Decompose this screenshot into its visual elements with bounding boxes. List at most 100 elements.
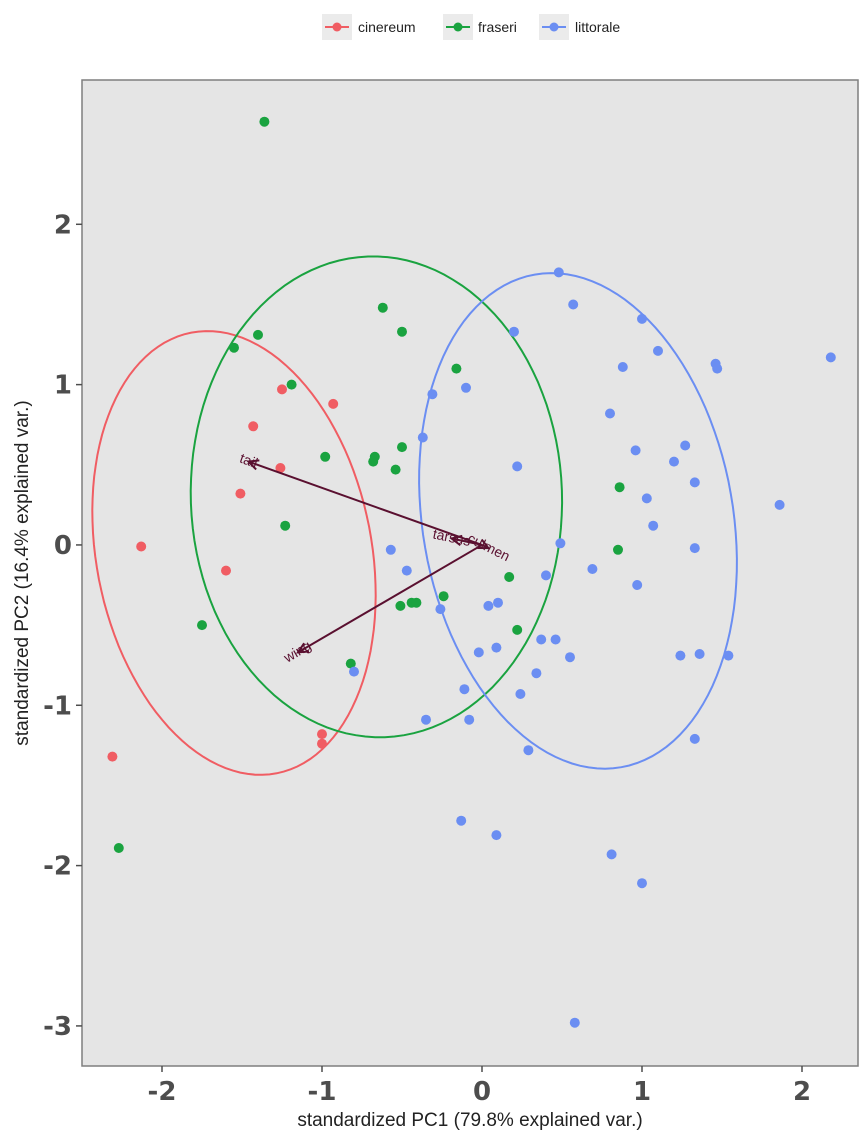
point-littorale xyxy=(568,299,579,310)
y-axis: -3 -2 -1 0 1 2 xyxy=(43,210,82,1042)
point-fraseri xyxy=(259,116,270,127)
point-littorale xyxy=(417,432,428,443)
y-tick-label: -3 xyxy=(43,1012,72,1042)
point-cinereum xyxy=(317,738,327,749)
point-littorale xyxy=(630,445,641,456)
point-cinereum xyxy=(248,421,259,432)
point-cinereum xyxy=(221,565,231,576)
point-littorale xyxy=(553,267,564,278)
loading-label-tarsus: tarsus xyxy=(432,526,473,550)
loading-arrow-tail xyxy=(248,460,483,546)
point-littorale xyxy=(723,650,734,661)
point-fraseri xyxy=(397,326,407,337)
point-fraseri xyxy=(397,442,407,453)
loading-arrow-tarsus xyxy=(451,537,483,546)
x-axis-title: standardized PC1 (79.8% explained var.) xyxy=(297,1110,642,1131)
point-littorale xyxy=(401,565,412,576)
point-fraseri xyxy=(377,302,388,313)
point-littorale xyxy=(456,815,467,826)
point-littorale xyxy=(550,634,561,645)
y-tick-label: -1 xyxy=(43,691,72,721)
point-littorale xyxy=(680,440,691,451)
point-littorale xyxy=(555,538,566,549)
y-tick-label: 2 xyxy=(54,210,72,240)
point-littorale xyxy=(523,745,534,756)
point-littorale xyxy=(569,1017,580,1028)
point-littorale xyxy=(461,382,471,393)
point-littorale xyxy=(689,477,700,488)
x-axis: -2 -1 0 1 2 xyxy=(148,1066,811,1107)
loading-arrowhead-culmen xyxy=(477,538,491,550)
point-littorale xyxy=(491,642,502,653)
x-tick-label: -1 xyxy=(308,1077,337,1107)
point-littorale xyxy=(637,878,647,889)
point-littorale xyxy=(606,849,617,860)
point-fraseri xyxy=(286,379,297,390)
loading-arrowhead-tarsus xyxy=(449,534,463,547)
point-littorale xyxy=(694,649,705,659)
point-fraseri xyxy=(512,624,523,635)
point-littorale xyxy=(435,604,446,615)
point-fraseri xyxy=(614,482,625,493)
point-fraseri xyxy=(395,600,406,611)
point-littorale xyxy=(632,580,643,590)
point-littorale xyxy=(587,564,598,574)
point-littorale xyxy=(531,668,542,679)
point-littorale xyxy=(689,543,700,554)
loading-arrow-wing xyxy=(297,544,483,654)
point-cinereum xyxy=(136,541,147,552)
point-littorale xyxy=(669,456,679,467)
point-littorale xyxy=(774,499,785,510)
y-tick-label: -2 xyxy=(43,852,72,882)
point-littorale xyxy=(427,389,438,400)
point-littorale xyxy=(536,634,547,645)
point-fraseri xyxy=(253,329,263,340)
point-fraseri xyxy=(113,843,124,853)
loading-label-tail: tail xyxy=(238,450,260,471)
point-littorale xyxy=(617,362,628,372)
y-axis-title: standardized PC2 (16.4% explained var.) xyxy=(12,400,33,745)
point-fraseri xyxy=(345,658,356,669)
point-littorale xyxy=(648,520,659,531)
point-fraseri xyxy=(280,520,291,531)
point-fraseri xyxy=(613,544,623,555)
ellipse-fraseri xyxy=(189,255,564,739)
point-littorale xyxy=(653,345,663,356)
point-cinereum xyxy=(275,463,286,473)
point-littorale xyxy=(675,650,686,661)
x-tick-label: 0 xyxy=(473,1077,491,1107)
legend-label-littorale: littorale xyxy=(575,19,620,35)
point-littorale xyxy=(459,684,470,695)
point-littorale xyxy=(605,408,615,419)
point-littorale xyxy=(509,326,519,337)
point-cinereum xyxy=(235,488,246,499)
point-cinereum xyxy=(328,398,339,409)
legend-label-cinereum: cinereum xyxy=(358,19,416,35)
point-fraseri xyxy=(320,451,331,462)
x-tick-label: 1 xyxy=(633,1077,651,1107)
point-fraseri xyxy=(411,597,422,608)
point-littorale xyxy=(385,544,396,555)
plot-panel xyxy=(81,79,859,1067)
legend-point-littorale xyxy=(549,22,559,32)
point-littorale xyxy=(565,652,575,663)
x-tick-label: 2 xyxy=(793,1077,811,1107)
point-fraseri xyxy=(229,342,239,353)
point-littorale xyxy=(483,600,494,611)
point-cinereum xyxy=(277,384,287,395)
legend-point-fraseri xyxy=(453,22,463,32)
point-littorale xyxy=(825,352,836,363)
point-littorale xyxy=(421,714,431,725)
point-littorale xyxy=(541,570,551,581)
point-fraseri xyxy=(368,456,379,467)
legend-point-cinereum xyxy=(332,22,342,32)
point-littorale xyxy=(641,493,652,504)
point-littorale xyxy=(689,733,700,744)
point-fraseri xyxy=(197,620,207,631)
point-cinereum xyxy=(317,729,327,740)
point-littorale xyxy=(637,313,647,324)
loading-arrowhead-wing xyxy=(296,642,310,654)
point-littorale xyxy=(493,597,503,608)
point-fraseri xyxy=(504,572,515,582)
point-littorale xyxy=(515,689,526,699)
